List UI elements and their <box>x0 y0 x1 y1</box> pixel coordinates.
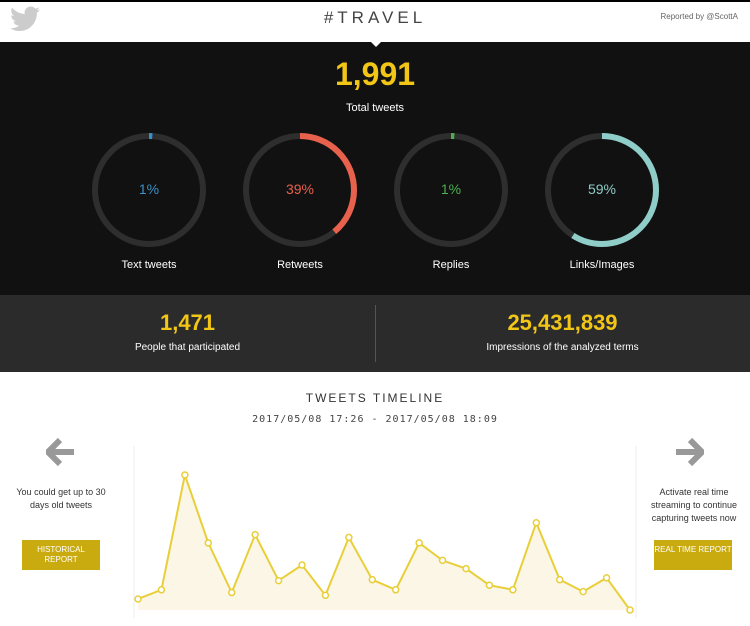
data-point[interactable] <box>602 574 611 582</box>
data-point[interactable] <box>438 556 447 565</box>
chart-area <box>138 474 630 610</box>
total-tweets-value: 1,991 <box>334 56 416 92</box>
hashtag-title: #TRAVEL <box>323 8 427 27</box>
data-point[interactable] <box>251 530 259 539</box>
donut-chart <box>243 133 357 247</box>
chart-line <box>137 471 631 611</box>
data-point[interactable] <box>415 539 423 547</box>
ring-fill <box>545 133 659 247</box>
twitter-bird-icon <box>10 6 40 31</box>
data-point[interactable] <box>509 586 517 594</box>
ring-percent: 1% <box>440 181 462 197</box>
ring-fill <box>92 133 206 247</box>
timeline-title: TWEETS TIMELINE <box>305 391 445 405</box>
ring-label: Retweets <box>277 259 323 271</box>
data-point[interactable] <box>227 588 236 597</box>
ring-fill <box>243 133 357 247</box>
ring-percent: 59% <box>587 181 617 197</box>
pointer-notch <box>371 42 381 47</box>
donut-chart <box>545 133 659 247</box>
arrow-right-icon[interactable] <box>674 438 704 466</box>
realtime-report-button[interactable]: REAL TIME REPORT <box>654 540 732 570</box>
timeline-range: 2017/05/08 17:26 - 2017/05/08 18:09 <box>252 414 498 425</box>
historical-report-button[interactable]: HISTORICAL REPORT <box>22 540 100 570</box>
data-point[interactable] <box>298 561 306 569</box>
participants-label: People that participated <box>134 342 241 353</box>
data-point[interactable] <box>579 587 587 596</box>
participants-value: 1,471 <box>159 310 216 335</box>
donut-chart <box>92 133 206 247</box>
data-point[interactable] <box>462 564 470 573</box>
donut-chart <box>394 133 508 247</box>
ring-label: Text tweets <box>121 259 177 271</box>
data-point[interactable] <box>391 586 400 594</box>
data-point[interactable] <box>345 533 353 542</box>
header: #TRAVEL Reported by @ScottA <box>0 0 750 42</box>
data-point[interactable] <box>485 581 494 589</box>
data-point[interactable] <box>157 586 166 594</box>
ring-retweets: 39% Retweets <box>240 130 360 271</box>
data-point[interactable] <box>134 595 142 603</box>
data-point[interactable] <box>274 576 283 585</box>
realtime-text: Activate real time streaming to continue… <box>650 487 738 523</box>
data-point[interactable] <box>321 591 330 600</box>
data-point[interactable] <box>626 606 634 614</box>
divider <box>375 305 376 362</box>
stats-band: 1,471 People that participated 25,431,83… <box>0 295 750 372</box>
data-point[interactable] <box>555 575 564 584</box>
data-point[interactable] <box>181 471 189 479</box>
historical-text: You could get up to 30 days old tweets <box>16 487 106 510</box>
data-point[interactable] <box>204 539 213 547</box>
impressions-value: 25,431,839 <box>507 310 618 335</box>
ring-label: Replies <box>432 259 470 271</box>
summary-panel <box>0 42 750 295</box>
participants-stat: 1,471 People that participated <box>0 295 375 353</box>
ring-percent: 39% <box>285 181 315 197</box>
ring-replies: 1% Replies <box>391 130 511 271</box>
total-tweets-label: Total tweets <box>345 102 405 114</box>
impressions-stat: 25,431,839 Impressions of the analyzed t… <box>375 295 750 353</box>
ring-text-tweets: 1% Text tweets <box>89 130 209 271</box>
ring-percent: 1% <box>138 181 160 197</box>
arrow-left-icon[interactable] <box>46 438 76 466</box>
data-point[interactable] <box>368 575 377 584</box>
data-point[interactable] <box>532 518 541 527</box>
reported-by: Reported by @ScottA <box>660 12 739 21</box>
ring-fill <box>394 133 508 247</box>
ring-label: Links/Images <box>569 259 635 271</box>
timeline-chart <box>133 446 637 618</box>
impressions-label: Impressions of the analyzed terms <box>486 342 639 353</box>
ring-links-images: 59% Links/Images <box>542 130 662 271</box>
